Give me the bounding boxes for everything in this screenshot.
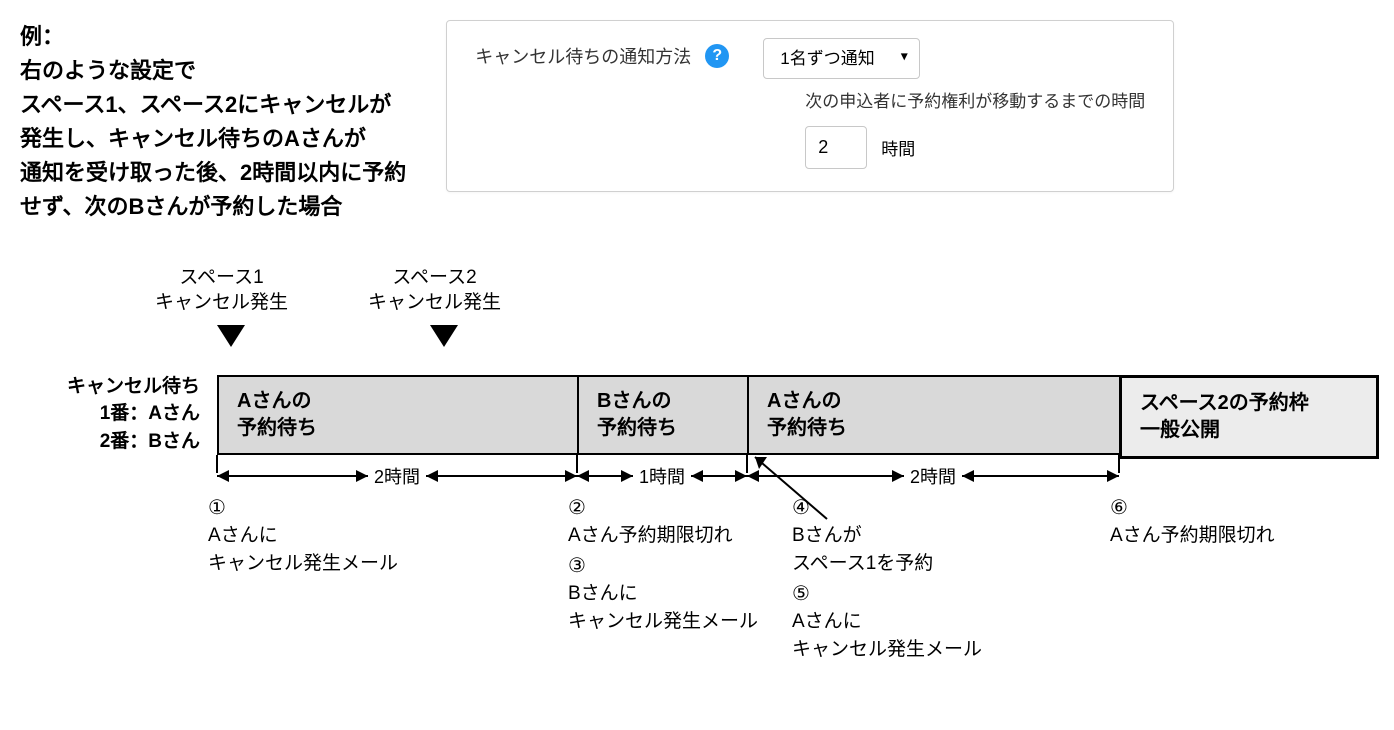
step-number-icon: ① — [208, 498, 226, 518]
timeline-diagram: スペース1 キャンセル発生 スペース2 キャンセル発生 キャンセル待ち 1番：A… — [20, 265, 1374, 695]
example-line: スペース1、スペース2にキャンセルが — [20, 88, 406, 122]
step-number-icon: ④ — [792, 498, 810, 518]
step-annotation: ④Bさんがスペース1を予約 — [792, 495, 933, 578]
step-number-icon: ③ — [568, 556, 586, 576]
dimension-arrow: 1時間 — [577, 463, 747, 489]
step-annotation: ⑥Aさん予約期限切れ — [1110, 495, 1275, 550]
dimension-arrow: 2時間 — [217, 463, 577, 489]
step-number-icon: ② — [568, 498, 586, 518]
timeline-segment: Aさんの予約待ち — [217, 377, 577, 453]
timeline-segment: Bさんの予約待ち — [577, 377, 747, 453]
step-annotation: ②Aさん予約期限切れ — [568, 495, 733, 550]
step-annotation: ①Aさんにキャンセル発生メール — [208, 495, 398, 578]
step-number-icon: ⑤ — [792, 584, 810, 604]
example-line: 通知を受け取った後、2時間以内に予約 — [20, 156, 406, 190]
cancel-event-label: スペース1 キャンセル発生 — [155, 265, 288, 316]
cancel-event-label: スペース2 キャンセル発生 — [368, 265, 501, 316]
step-number-icon: ⑥ — [1110, 498, 1128, 518]
timeline-segment: Aさんの予約待ち — [747, 377, 1119, 453]
down-triangle-icon — [217, 325, 245, 347]
hours-unit: 時間 — [881, 135, 915, 160]
example-line: 発生し、キャンセル待ちのAさんが — [20, 122, 406, 156]
step-annotation: ③Bさんにキャンセル発生メール — [568, 553, 758, 636]
step-annotation: ⑤Aさんにキャンセル発生メール — [792, 581, 982, 664]
help-icon[interactable]: ? — [705, 44, 729, 68]
notify-method-label: キャンセル待ちの通知方法 — [475, 43, 691, 69]
settings-panel: キャンセル待ちの通知方法 ? 1名ずつ通知 ▾ 次の申込者に予約権利が移動するま… — [446, 20, 1174, 192]
example-line: せず、次のBさんが予約した場合 — [20, 190, 406, 224]
waitlist-label: キャンセル待ち 1番：Aさん 2番：Bさん — [20, 373, 200, 456]
hours-input[interactable] — [805, 126, 867, 169]
example-heading: 例： — [20, 20, 406, 54]
down-triangle-icon — [430, 325, 458, 347]
timeline-segment: スペース2の予約枠一般公開 — [1119, 375, 1379, 459]
timeline-bar: Aさんの予約待ちBさんの予約待ちAさんの予約待ちスペース2の予約枠一般公開 — [217, 375, 1379, 455]
hours-description: 次の申込者に予約権利が移動するまでの時間 — [805, 87, 1145, 112]
example-text: 例： 右のような設定で スペース1、スペース2にキャンセルが 発生し、キャンセル… — [20, 20, 406, 225]
example-line: 右のような設定で — [20, 54, 406, 88]
notify-method-select[interactable]: 1名ずつ通知 — [763, 38, 919, 79]
